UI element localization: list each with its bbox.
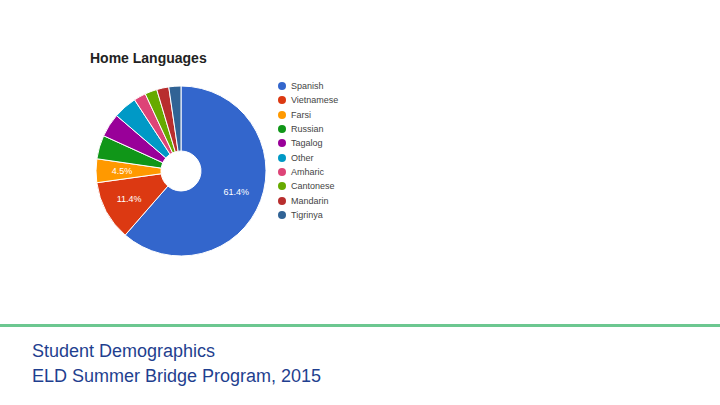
html-text:Russian: Russian <box>291 124 324 134</box>
svg-text:61.4%: 61.4% <box>223 187 249 197</box>
svg-text:11.4%: 11.4% <box>117 194 142 204</box>
html-text:Farsi: Farsi <box>291 109 311 120</box>
html-text:Other: Other <box>291 152 314 163</box>
html-text:Cantonese: Cantonese <box>291 181 335 192</box>
html-text:Amharic: Amharic <box>291 166 324 177</box>
html-text:Mandarin: Mandarin <box>291 195 329 206</box>
html-text:Home Languages: Home Languages <box>90 50 207 66</box>
svg-text:4.5%: 4.5% <box>112 166 133 176</box>
html-text:Student Demographics: Student Demographics <box>32 341 216 361</box>
html-text:Spanish: Spanish <box>291 81 324 92</box>
html-text:Vietnamese: Vietnamese <box>291 95 339 106</box>
html-text:Tagalog: Tagalog <box>291 138 323 149</box>
html-text:Tigrinya: Tigrinya <box>291 209 323 220</box>
html-text:ELD Summer Bridge Program, 201: ELD Summer Bridge Program, 2015 <box>32 366 322 386</box>
